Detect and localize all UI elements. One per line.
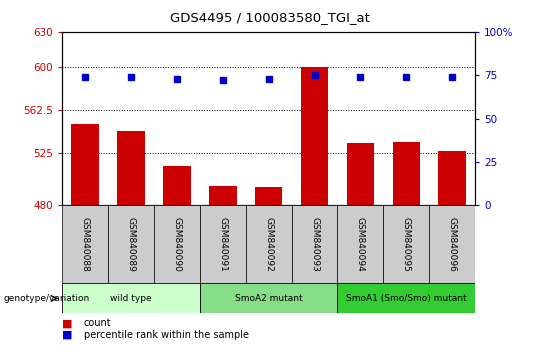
Text: GSM840088: GSM840088 [80, 217, 90, 272]
Bar [200, 205, 246, 283]
Text: GSM840094: GSM840094 [356, 217, 365, 272]
Text: ■: ■ [62, 318, 72, 328]
Text: SmoA1 (Smo/Smo) mutant: SmoA1 (Smo/Smo) mutant [346, 294, 467, 303]
Text: GSM840089: GSM840089 [126, 217, 136, 272]
Bar [301, 67, 328, 205]
Text: wild type: wild type [110, 294, 152, 303]
Text: GSM840095: GSM840095 [402, 217, 411, 272]
Bar [209, 185, 237, 205]
Bar [383, 205, 429, 283]
Bar [393, 142, 420, 205]
Text: GSM840096: GSM840096 [448, 217, 457, 272]
Bar [347, 143, 374, 205]
Bar [71, 124, 99, 205]
Bar [338, 283, 475, 313]
Bar [246, 205, 292, 283]
Bar [117, 131, 145, 205]
Bar [338, 205, 383, 283]
Bar [108, 205, 154, 283]
Text: percentile rank within the sample: percentile rank within the sample [84, 330, 249, 339]
Bar [200, 283, 338, 313]
Text: GSM840093: GSM840093 [310, 217, 319, 272]
Bar [438, 151, 466, 205]
Text: GSM840091: GSM840091 [218, 217, 227, 272]
Text: count: count [84, 318, 111, 328]
Bar [154, 205, 200, 283]
Bar [62, 205, 108, 283]
Text: GDS4495 / 100083580_TGI_at: GDS4495 / 100083580_TGI_at [170, 11, 370, 24]
Bar [292, 205, 338, 283]
Bar [163, 166, 191, 205]
Text: ■: ■ [62, 330, 72, 339]
Bar [255, 187, 282, 205]
Text: GSM840092: GSM840092 [264, 217, 273, 272]
Text: SmoA2 mutant: SmoA2 mutant [235, 294, 302, 303]
Text: genotype/variation: genotype/variation [3, 294, 90, 303]
Bar [429, 205, 475, 283]
Bar [62, 283, 200, 313]
Text: GSM840090: GSM840090 [172, 217, 181, 272]
